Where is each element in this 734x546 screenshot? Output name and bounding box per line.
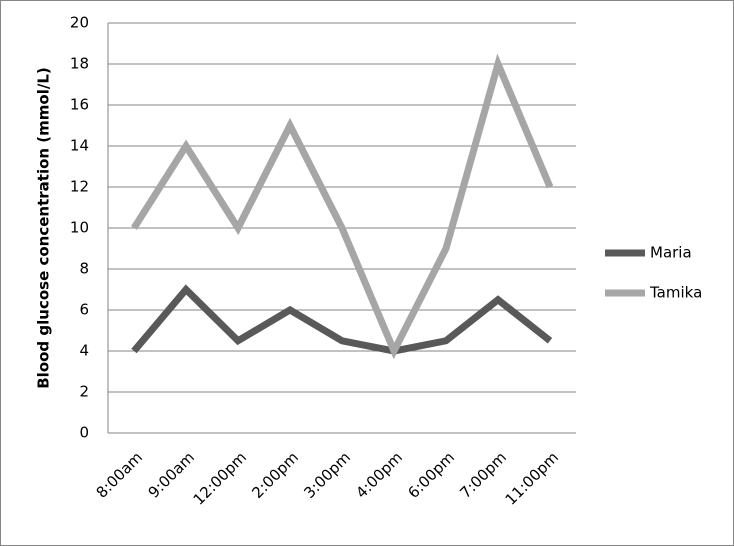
y-tick-label: 8	[79, 260, 89, 278]
y-tick-label: 18	[70, 55, 89, 73]
series-line	[131, 53, 554, 360]
y-tick-label: 12	[70, 178, 89, 196]
y-tick-label: 0	[79, 424, 89, 442]
y-tick-label: 2	[79, 383, 89, 401]
y-tick-label: 16	[70, 96, 89, 114]
y-tick-label: 14	[70, 137, 89, 155]
series-line	[131, 284, 553, 355]
y-tick-label: 10	[70, 219, 89, 237]
y-tick-label: 20	[70, 14, 89, 32]
legend-label: Maria	[650, 244, 692, 262]
y-tick-label: 4	[79, 342, 89, 360]
legend-label: Tamika	[649, 284, 702, 302]
y-tick-label: 6	[79, 301, 89, 319]
y-axis-label: Blood glucose concentration (mmol/L)	[35, 67, 53, 389]
